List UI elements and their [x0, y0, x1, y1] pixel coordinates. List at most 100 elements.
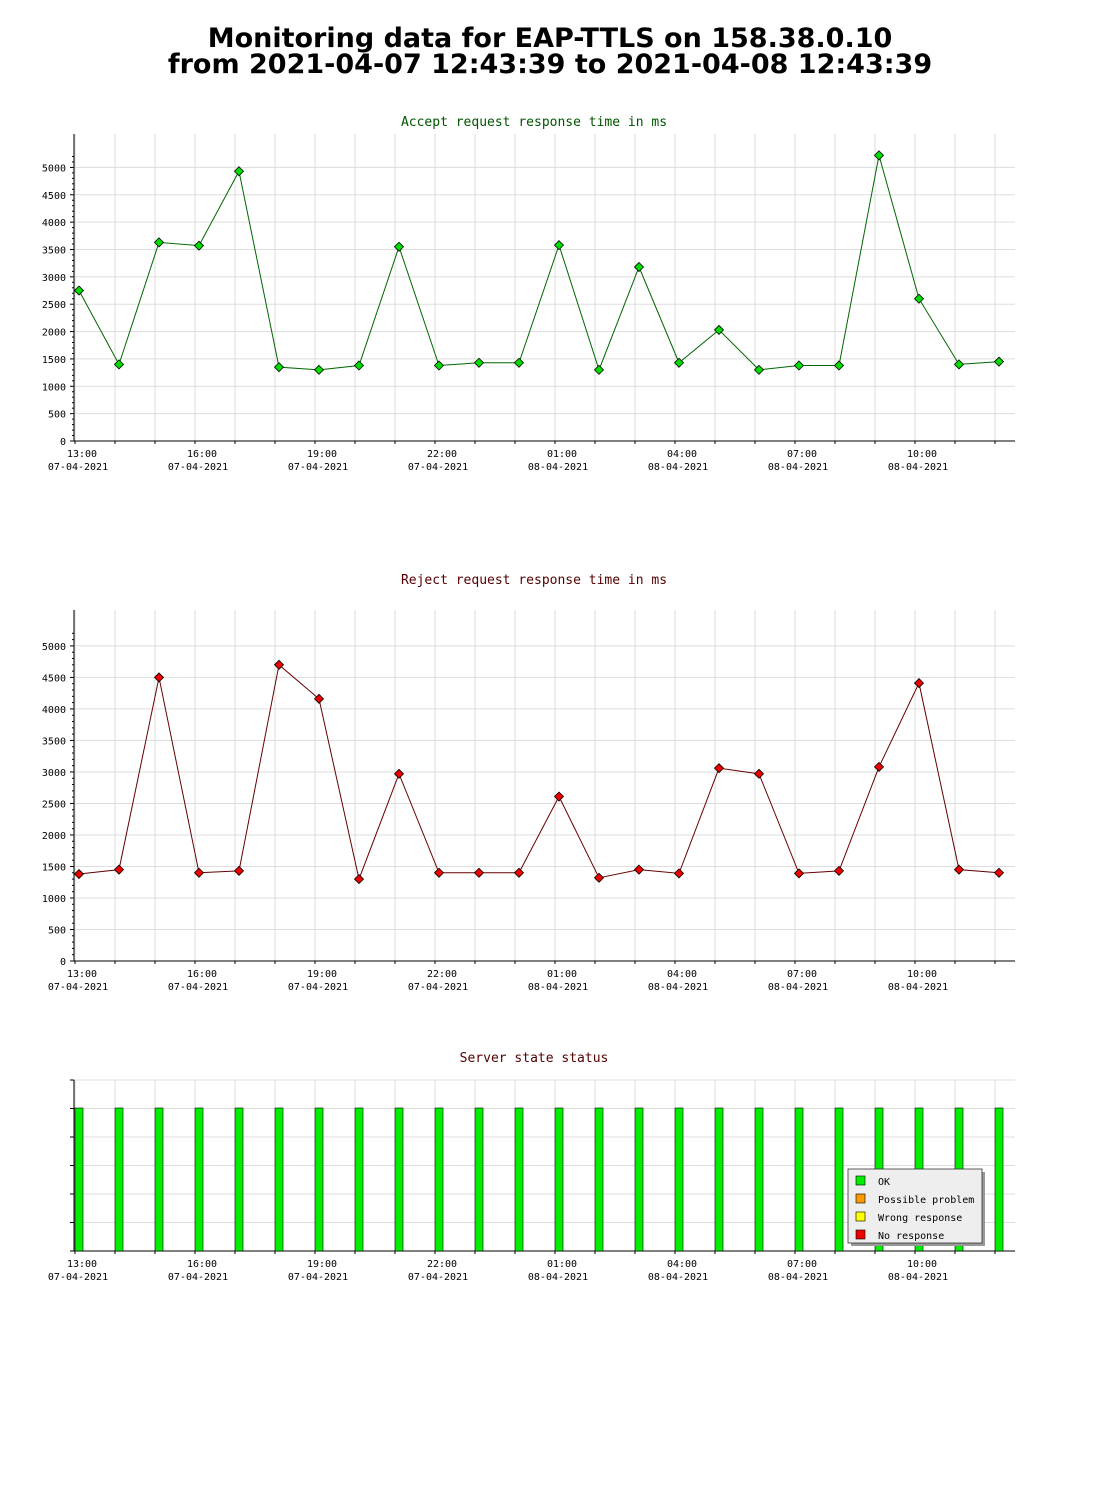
x-tick-time-label: 07:00 [787, 449, 817, 460]
x-tick-date-label: 07-04-2021 [408, 1272, 468, 1283]
x-tick-date-label: 07-04-2021 [408, 982, 468, 993]
status-bar [994, 1107, 1004, 1252]
y-tick-label: 2000 [42, 328, 66, 339]
legend-swatch [855, 1175, 866, 1186]
x-tick-date-label: 07-04-2021 [288, 1272, 348, 1283]
y-tick-label: 4000 [42, 705, 66, 716]
status-bar [234, 1107, 244, 1252]
chart-title: Server state status [460, 1051, 609, 1066]
data-point [793, 360, 805, 371]
status-bar [794, 1107, 804, 1252]
x-tick-date-label: 07-04-2021 [288, 982, 348, 993]
status-bar [194, 1107, 204, 1252]
page-title-line-1: Monitoring data for EAP-TTLS on 158.38.0… [207, 23, 893, 54]
data-point [193, 867, 205, 878]
status-bar [634, 1107, 644, 1252]
data-point [553, 240, 565, 251]
status-bar [314, 1107, 324, 1252]
y-tick-label: 0 [60, 437, 66, 448]
x-tick-time-label: 10:00 [907, 1259, 937, 1270]
x-tick-date-label: 07-04-2021 [288, 462, 348, 473]
status-bar [674, 1107, 684, 1252]
data-point [233, 865, 245, 876]
x-tick-time-label: 22:00 [427, 449, 457, 460]
legend-label: OK [878, 1177, 890, 1188]
data-point [473, 357, 485, 368]
data-point [633, 864, 645, 875]
status-bar [354, 1107, 364, 1252]
legend-swatch [855, 1229, 866, 1240]
status-bar [434, 1107, 444, 1252]
x-tick-time-label: 13:00 [67, 969, 97, 980]
x-tick-date-label: 07-04-2021 [168, 1272, 228, 1283]
x-tick-time-label: 13:00 [67, 449, 97, 460]
status-bar [474, 1107, 484, 1252]
data-point [913, 293, 925, 304]
y-tick-label: 500 [48, 410, 66, 421]
status-bar [274, 1107, 284, 1252]
y-tick-label: 2500 [42, 799, 66, 810]
legend-swatch [855, 1193, 866, 1204]
data-point [673, 357, 685, 368]
data-point [593, 364, 605, 375]
legend-box [847, 1168, 983, 1244]
y-tick-label: 1500 [42, 355, 66, 366]
data-point [793, 868, 805, 879]
legend-label: Possible problem [878, 1195, 974, 1206]
x-tick-time-label: 16:00 [187, 969, 217, 980]
data-point [233, 166, 245, 177]
y-tick-label: 3500 [42, 245, 66, 256]
data-point [193, 240, 205, 251]
x-tick-date-label: 08-04-2021 [528, 462, 588, 473]
page-title-line-2: from 2021-04-07 12:43:39 to 2021-04-08 1… [167, 49, 933, 80]
status-bar [834, 1107, 844, 1252]
data-point [113, 864, 125, 875]
data-point [993, 867, 1005, 878]
y-tick-label: 4500 [42, 673, 66, 684]
x-tick-date-label: 08-04-2021 [528, 982, 588, 993]
x-tick-date-label: 08-04-2021 [648, 1272, 708, 1283]
data-point [153, 237, 165, 248]
x-tick-time-label: 07:00 [787, 1259, 817, 1270]
x-tick-time-label: 19:00 [307, 1259, 337, 1270]
x-tick-time-label: 19:00 [307, 449, 337, 460]
data-point [393, 768, 405, 779]
x-tick-date-label: 08-04-2021 [648, 462, 708, 473]
status-bar [394, 1107, 404, 1252]
data-point [513, 357, 525, 368]
data-point [633, 261, 645, 273]
data-point [73, 868, 85, 880]
chart-title: Reject request response time in ms [401, 573, 667, 588]
data-point [353, 360, 365, 371]
x-tick-date-label: 08-04-2021 [528, 1272, 588, 1283]
x-tick-date-label: 08-04-2021 [768, 462, 828, 473]
series-line [78, 155, 1000, 372]
accept-response-chart: Accept request response time in ms 0 500 10… [42, 115, 1015, 473]
data-point [513, 867, 525, 878]
chart-title: Accept request response time in ms [401, 115, 667, 130]
data-point [913, 678, 925, 689]
x-tick-time-label: 10:00 [907, 969, 937, 980]
x-tick-date-label: 08-04-2021 [888, 462, 948, 473]
status-bar [594, 1107, 604, 1252]
x-tick-date-label: 08-04-2021 [648, 982, 708, 993]
legend-label: Wrong response [878, 1213, 962, 1224]
x-tick-time-label: 19:00 [307, 969, 337, 980]
legend-label: No response [878, 1231, 944, 1242]
series-line [78, 663, 1000, 881]
data-point [273, 659, 285, 670]
data-point [713, 324, 725, 335]
data-point [313, 693, 325, 704]
y-tick-label: 5000 [42, 163, 66, 174]
x-tick-time-label: 07:00 [787, 969, 817, 980]
x-tick-time-label: 01:00 [547, 449, 577, 460]
x-tick-date-label: 07-04-2021 [48, 1272, 108, 1283]
x-tick-time-label: 04:00 [667, 1259, 697, 1270]
legend-swatch [855, 1211, 866, 1222]
data-point [873, 150, 885, 161]
data-point [553, 791, 565, 802]
data-point [753, 364, 765, 375]
status-bar [514, 1107, 524, 1252]
data-point [953, 359, 965, 370]
x-tick-date-label: 08-04-2021 [768, 1272, 828, 1283]
